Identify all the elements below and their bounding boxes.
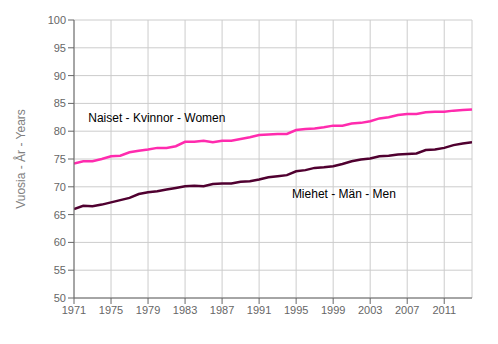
svg-text:1979: 1979 <box>136 304 160 316</box>
svg-text:70: 70 <box>54 181 66 193</box>
svg-text:1987: 1987 <box>210 304 234 316</box>
svg-text:100: 100 <box>48 14 66 26</box>
svg-text:1971: 1971 <box>62 304 86 316</box>
svg-text:95: 95 <box>54 42 66 54</box>
svg-text:80: 80 <box>54 125 66 137</box>
svg-text:50: 50 <box>54 292 66 304</box>
svg-text:Miehet - Män - Men: Miehet - Män - Men <box>292 187 396 201</box>
svg-text:1991: 1991 <box>247 304 271 316</box>
svg-text:2007: 2007 <box>395 304 419 316</box>
svg-text:1995: 1995 <box>284 304 308 316</box>
svg-text:1983: 1983 <box>173 304 197 316</box>
svg-text:90: 90 <box>54 70 66 82</box>
svg-text:Naiset - Kvinnor - Women: Naiset - Kvinnor - Women <box>88 111 225 125</box>
svg-text:65: 65 <box>54 209 66 221</box>
svg-text:75: 75 <box>54 153 66 165</box>
svg-text:2003: 2003 <box>358 304 382 316</box>
svg-text:55: 55 <box>54 264 66 276</box>
svg-text:2011: 2011 <box>432 304 456 316</box>
svg-text:85: 85 <box>54 97 66 109</box>
svg-text:60: 60 <box>54 236 66 248</box>
svg-text:1999: 1999 <box>321 304 345 316</box>
svg-text:Vuosia - År - Years: Vuosia - År - Years <box>13 109 28 209</box>
svg-text:1975: 1975 <box>99 304 123 316</box>
